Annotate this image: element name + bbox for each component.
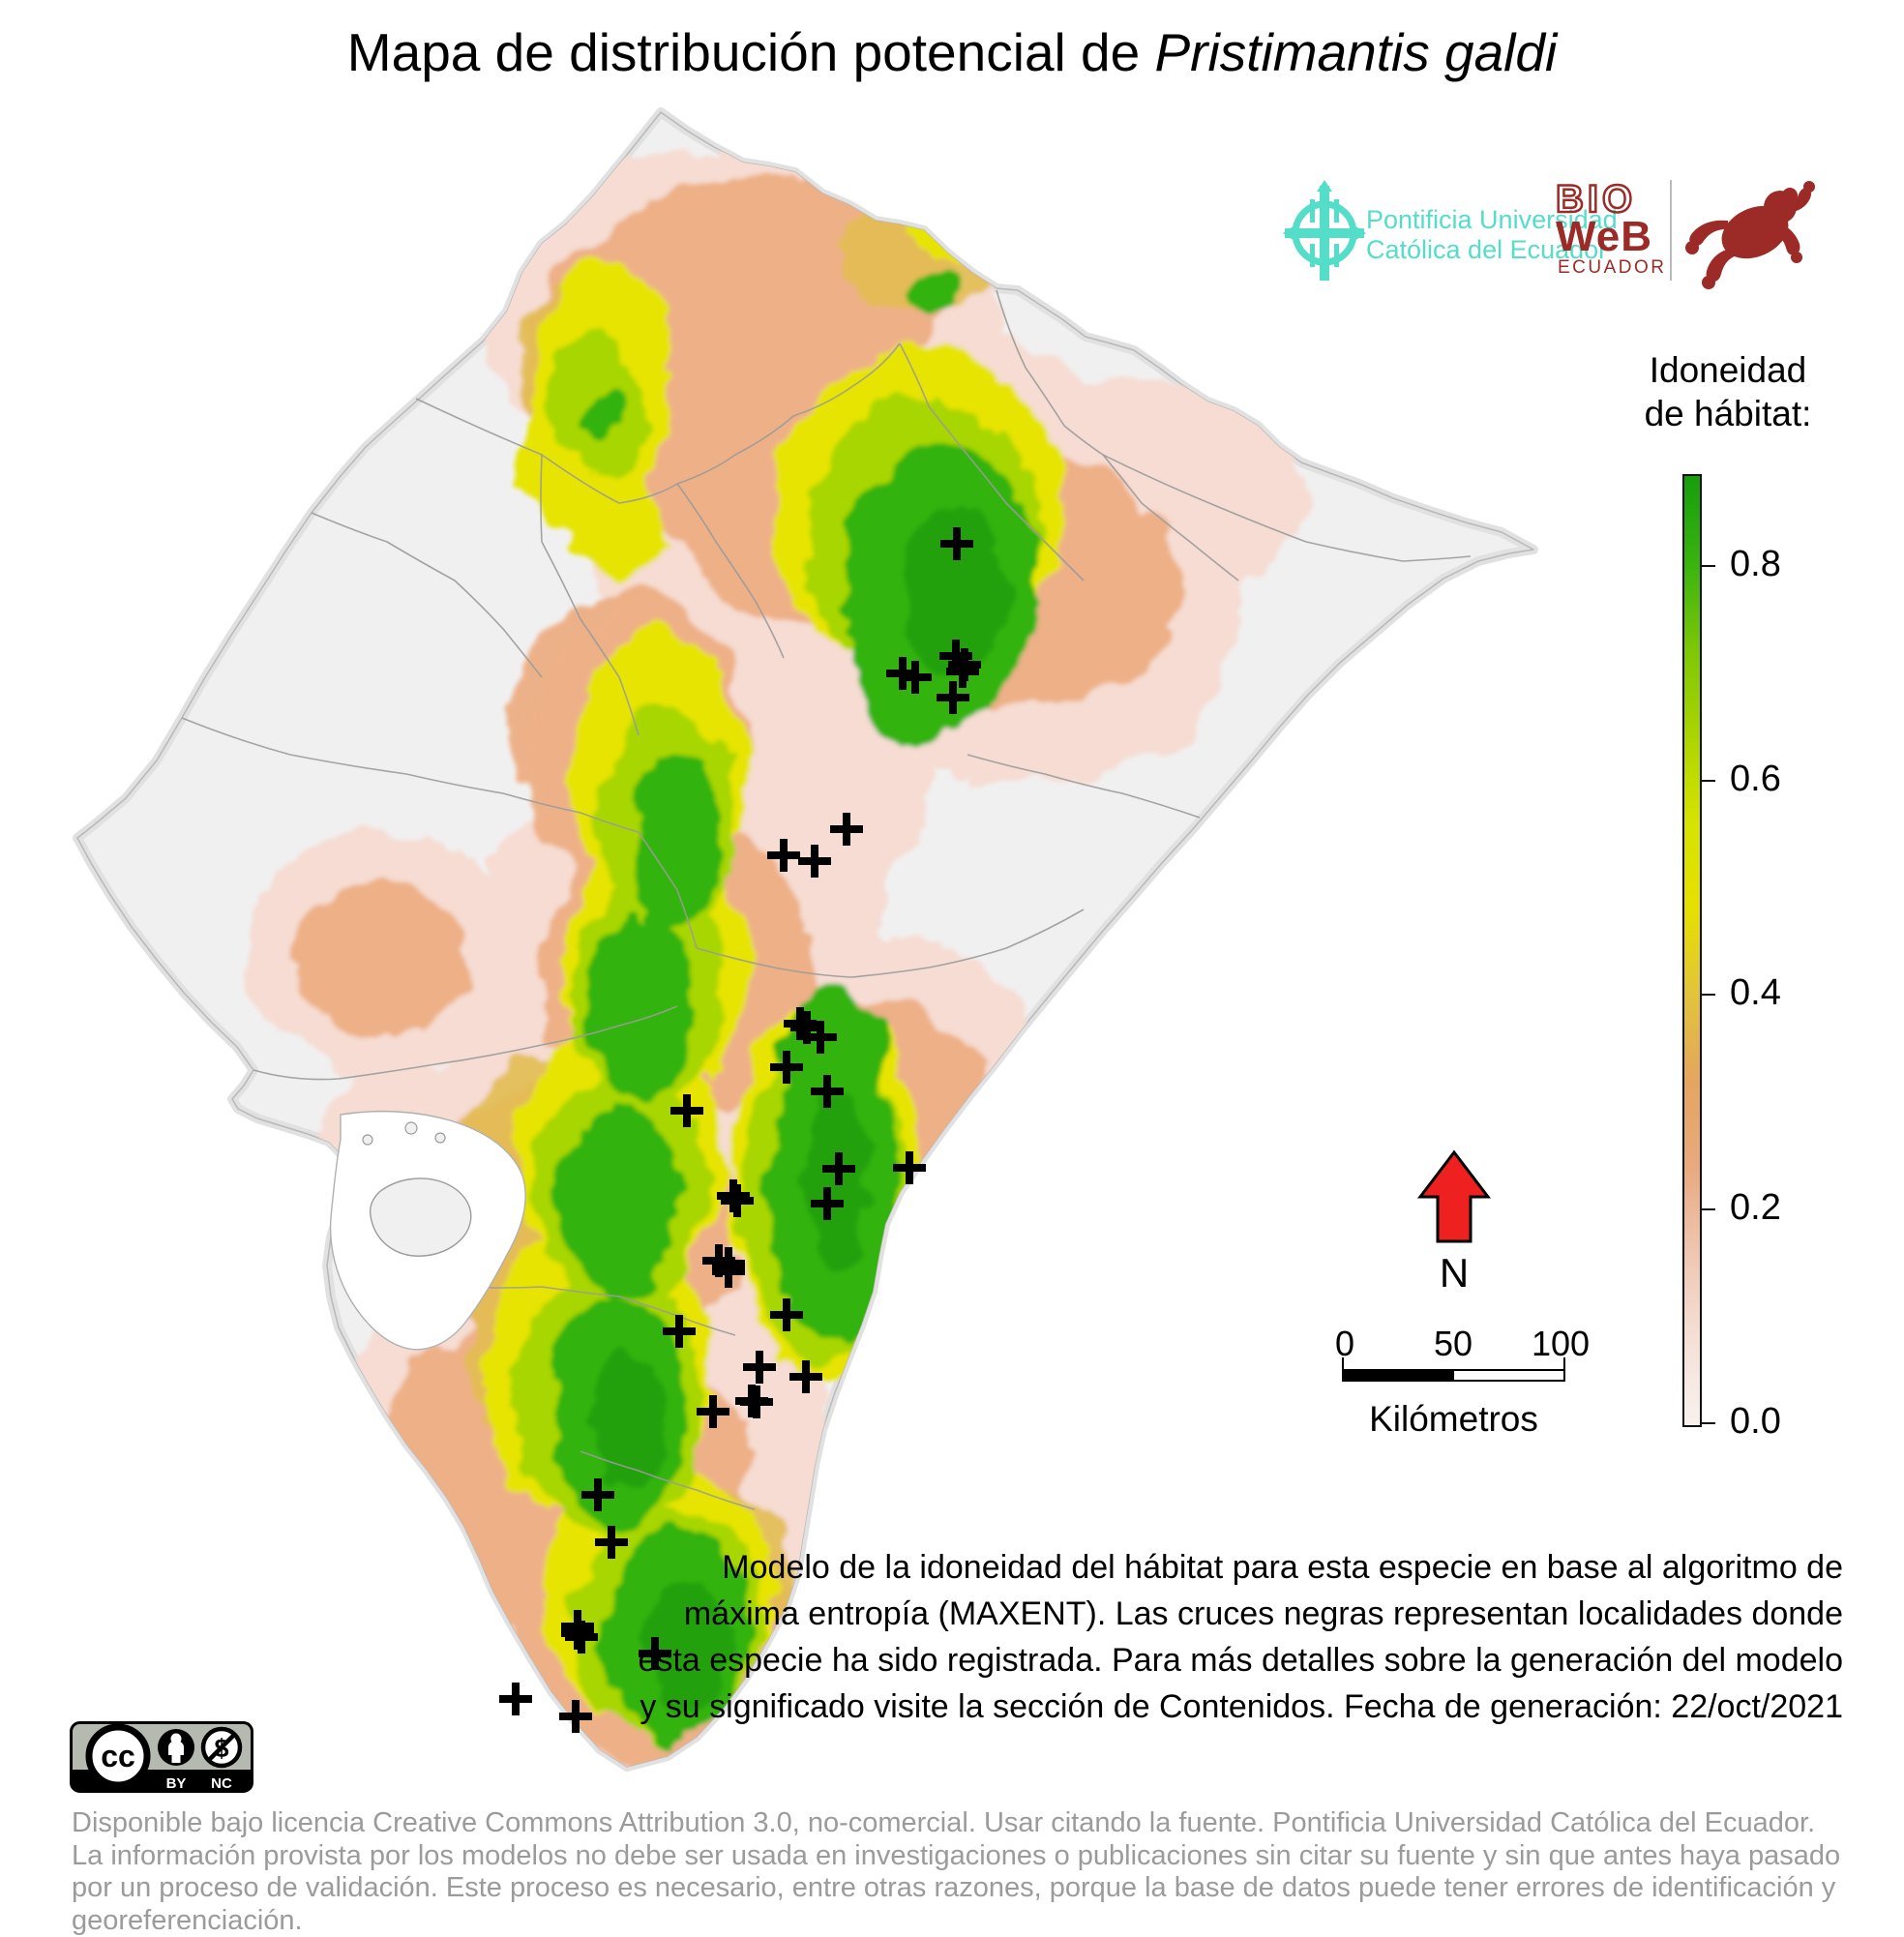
bioweb-divider — [1670, 180, 1672, 281]
scalebar-label-50: 50 — [1433, 1324, 1473, 1363]
legend-title: Idoneidad de hábitat: — [1598, 348, 1858, 435]
occurrence-cross — [663, 1315, 696, 1348]
legend-color-bar — [1682, 474, 1702, 1427]
occurrence-cross — [721, 1184, 754, 1217]
puce-compass-icon — [1283, 180, 1366, 281]
legend-tick — [1702, 994, 1715, 997]
occurrence-cross — [804, 1021, 837, 1054]
description-line4: y su significado visite la sección de Co… — [640, 1688, 1843, 1725]
page-title: Mapa de distribución potencial de Pristi… — [0, 21, 1904, 83]
occurrence-cross — [940, 527, 973, 560]
legend-tick — [1702, 1207, 1715, 1210]
occurrence-cross — [499, 1683, 532, 1715]
occurrence-cross — [798, 845, 831, 878]
bioweb-bio-text: BIO — [1555, 177, 1637, 223]
occurrence-cross — [770, 1298, 803, 1331]
legend-tick — [1702, 779, 1715, 782]
occurrence-cross — [697, 1395, 729, 1428]
scalebar — [1342, 1369, 1565, 1382]
frog-icon — [1685, 181, 1815, 289]
legend-tick — [1702, 565, 1715, 568]
description-line1: Modelo de la idoneidad del hábitat para … — [722, 1549, 1843, 1586]
scalebar-unit: Kilómetros — [1369, 1399, 1538, 1439]
bioweb-web-text: WeB — [1556, 213, 1652, 260]
occurrence-cross — [581, 1478, 614, 1511]
cc-by-icon — [158, 1729, 194, 1766]
occurrence-cross — [789, 1360, 822, 1393]
footer-line2: La información provista por los modelos … — [72, 1839, 1841, 1871]
occurrence-cross — [559, 1700, 592, 1733]
occurrence-cross — [712, 1255, 745, 1288]
occurrence-cross — [946, 655, 979, 688]
occurrence-cross — [639, 1637, 671, 1670]
scalebar-filled-half — [1344, 1371, 1454, 1380]
cc-icon — [85, 1723, 151, 1789]
cc-by-label: BY — [166, 1775, 187, 1792]
description-line2: máxima entropía (MAXENT). Las cruces neg… — [683, 1595, 1843, 1632]
puce-logo-text: Pontificia Universidad Católica del Ecua… — [1366, 205, 1618, 265]
occurrence-cross — [830, 813, 863, 846]
legend-title-line1: Idoneidad — [1649, 350, 1807, 390]
description-line3: esta especie ha sido registrada. Para má… — [638, 1642, 1843, 1679]
legend-tick-label: 0.4 — [1730, 972, 1781, 1014]
puce-name-line2: Católica del Ecuador — [1366, 235, 1608, 264]
occurrence-cross — [899, 661, 932, 694]
occurrence-cross — [811, 1075, 844, 1108]
bioweb-ecuador-text: ECUADOR — [1558, 257, 1667, 278]
legend-tick-label: 0.8 — [1730, 544, 1781, 585]
bioweb-logo: BIO WeB ECUADOR — [1555, 177, 1904, 304]
occurrence-cross — [767, 839, 800, 872]
province-boundaries — [181, 289, 1472, 1510]
occurrence-cross — [595, 1526, 628, 1559]
svg-text:cc: cc — [101, 1739, 135, 1773]
footer-line3: por un proceso de validación. Este proce… — [72, 1872, 1836, 1936]
scalebar-tick-right — [1563, 1357, 1565, 1370]
occurrence-cross — [770, 1051, 803, 1084]
scalebar-label-100: 100 — [1531, 1324, 1591, 1363]
legend-tick-label: 0.2 — [1730, 1186, 1781, 1228]
occurrence-crosses — [499, 527, 981, 1733]
title-text: Mapa de distribución potencial de — [346, 22, 1155, 82]
puna-island — [369, 1177, 472, 1257]
scalebar-tick-left — [1342, 1357, 1344, 1370]
north-label: N — [1439, 1250, 1470, 1296]
legend-tick-label: 0.0 — [1730, 1401, 1781, 1442]
occurrence-cross — [937, 681, 969, 714]
species-name: Pristimantis galdi — [1154, 22, 1558, 82]
occurrence-cross — [565, 1621, 598, 1654]
occurrence-cross — [670, 1094, 703, 1127]
legend-tick — [1702, 1422, 1715, 1424]
occurrence-cross — [743, 1351, 776, 1384]
occurrence-cross — [811, 1187, 844, 1220]
license-footer: Disponible bajo licencia Creative Common… — [72, 1807, 1861, 1937]
occurrence-cross — [740, 1386, 773, 1418]
occurrence-cross — [893, 1151, 926, 1184]
puce-name-line1: Pontificia Universidad — [1366, 205, 1618, 234]
footer-line1: Disponible bajo licencia Creative Common… — [72, 1807, 1816, 1838]
occurrence-cross — [822, 1152, 855, 1185]
cc-nc-icon: $ — [200, 1726, 243, 1769]
north-arrow-icon — [1417, 1149, 1491, 1243]
cc-by-nc-badge: cc $ BY NC — [70, 1721, 253, 1793]
legend-tick-label: 0.6 — [1730, 758, 1781, 799]
puce-logo — [1283, 180, 1573, 286]
model-description: Modelo de la idoneidad del hábitat para … — [566, 1544, 1843, 1730]
legend-title-line2: de hábitat: — [1644, 394, 1812, 433]
scalebar-label-0: 0 — [1334, 1324, 1355, 1363]
gulf-of-guayaquil — [329, 1110, 526, 1351]
cc-nc-label: NC — [211, 1775, 232, 1792]
